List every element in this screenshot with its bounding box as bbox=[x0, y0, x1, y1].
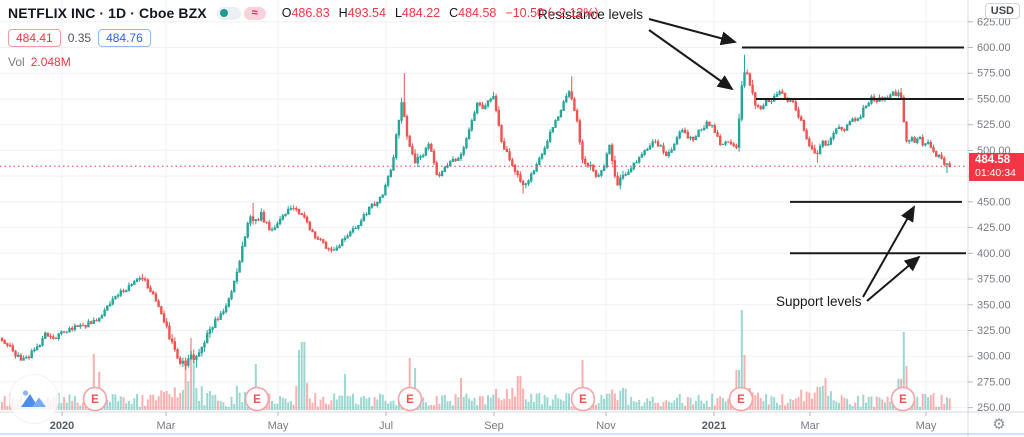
annotation-arrows[interactable] bbox=[648, 18, 921, 302]
svg-text:Jul: Jul bbox=[379, 420, 393, 432]
low-value: 484.22 bbox=[401, 6, 441, 20]
svg-text:Nov: Nov bbox=[596, 420, 616, 432]
open-value: 486.83 bbox=[291, 6, 330, 20]
svg-text:E: E bbox=[91, 394, 99, 406]
gridlines bbox=[0, 0, 968, 412]
svg-text:625.00: 625.00 bbox=[977, 16, 1011, 28]
candles-down bbox=[0, 69, 951, 370]
svg-text:425.00: 425.00 bbox=[977, 222, 1011, 234]
market-status-icon[interactable] bbox=[216, 6, 241, 20]
gear-icon[interactable]: ⚙ bbox=[992, 416, 1006, 433]
candles-up bbox=[17, 54, 949, 368]
resistance-levels-annotation[interactable]: Resistance levels bbox=[538, 7, 644, 22]
svg-text:E: E bbox=[579, 394, 587, 406]
sell-bid-button[interactable]: 484.41 bbox=[8, 29, 61, 47]
svg-text:375.00: 375.00 bbox=[977, 274, 1011, 286]
change-value: −10.50 (−2.12%) bbox=[505, 6, 599, 20]
svg-text:May: May bbox=[916, 420, 937, 432]
support-levels-annotation[interactable]: Support levels bbox=[776, 294, 862, 309]
svg-text:400.00: 400.00 bbox=[977, 248, 1011, 260]
svg-text:550.00: 550.00 bbox=[977, 93, 1011, 105]
volume-bars bbox=[1, 310, 951, 410]
svg-text:Mar: Mar bbox=[801, 420, 820, 432]
low-label: L bbox=[394, 6, 402, 20]
svg-text:600.00: 600.00 bbox=[977, 42, 1011, 54]
volume-label: Vol bbox=[8, 55, 25, 69]
level-lines[interactable] bbox=[742, 46, 966, 255]
svg-text:350.00: 350.00 bbox=[977, 299, 1011, 311]
svg-text:E: E bbox=[253, 394, 261, 406]
green-dot-icon bbox=[219, 9, 228, 17]
svg-text:E: E bbox=[737, 394, 745, 406]
high-value: 493.54 bbox=[347, 6, 386, 20]
last-price-badge: 484.58 01:40:34 bbox=[969, 153, 1024, 181]
open-label: O bbox=[281, 6, 292, 20]
close-value: 484.58 bbox=[458, 6, 497, 20]
svg-text:300.00: 300.00 bbox=[977, 351, 1011, 363]
svg-text:E: E bbox=[406, 394, 414, 406]
high-label: H bbox=[338, 6, 348, 20]
currency-unit-badge[interactable]: USD bbox=[984, 3, 1020, 19]
svg-text:250.00: 250.00 bbox=[977, 402, 1011, 414]
ohlc-readout: O486.83 H493.54 L484.22 C484.58 −10.50 (… bbox=[282, 6, 599, 20]
notifications-icon[interactable]: ≈ bbox=[243, 6, 266, 20]
symbol-title: NETFLIX INC · 1D · Cboe BZX bbox=[8, 5, 207, 21]
svg-text:575.00: 575.00 bbox=[977, 68, 1011, 80]
svg-text:275.00: 275.00 bbox=[977, 376, 1011, 388]
svg-text:E: E bbox=[899, 394, 907, 406]
svg-text:Mar: Mar bbox=[157, 420, 176, 432]
svg-text:Sep: Sep bbox=[484, 420, 504, 432]
svg-text:525.00: 525.00 bbox=[977, 119, 1011, 131]
spread-value: 0.35 bbox=[67, 31, 92, 45]
buy-ask-button[interactable]: 484.76 bbox=[98, 29, 151, 47]
chart-header: NETFLIX INC · 1D · Cboe BZX ≈ O486.83 H4… bbox=[8, 4, 599, 69]
volume-value: 2.048M bbox=[30, 55, 71, 69]
photo-mountains-logo-icon bbox=[9, 374, 59, 424]
svg-text:2021: 2021 bbox=[702, 420, 726, 432]
svg-text:2020: 2020 bbox=[50, 420, 74, 432]
time-scale[interactable]: 2020 Mar May Jul Sep Nov 2021 Mar May bbox=[50, 412, 937, 432]
svg-text:May: May bbox=[268, 420, 289, 432]
svg-text:450.00: 450.00 bbox=[977, 196, 1011, 208]
bar-countdown: 01:40:34 bbox=[975, 167, 1016, 179]
last-price-value: 484.58 bbox=[975, 154, 1011, 166]
svg-text:325.00: 325.00 bbox=[977, 325, 1011, 337]
close-label: C bbox=[449, 6, 459, 20]
price-scale[interactable]: 250.00 275.00 300.00 325.00 350.00 375.00 400.… bbox=[968, 16, 1011, 414]
